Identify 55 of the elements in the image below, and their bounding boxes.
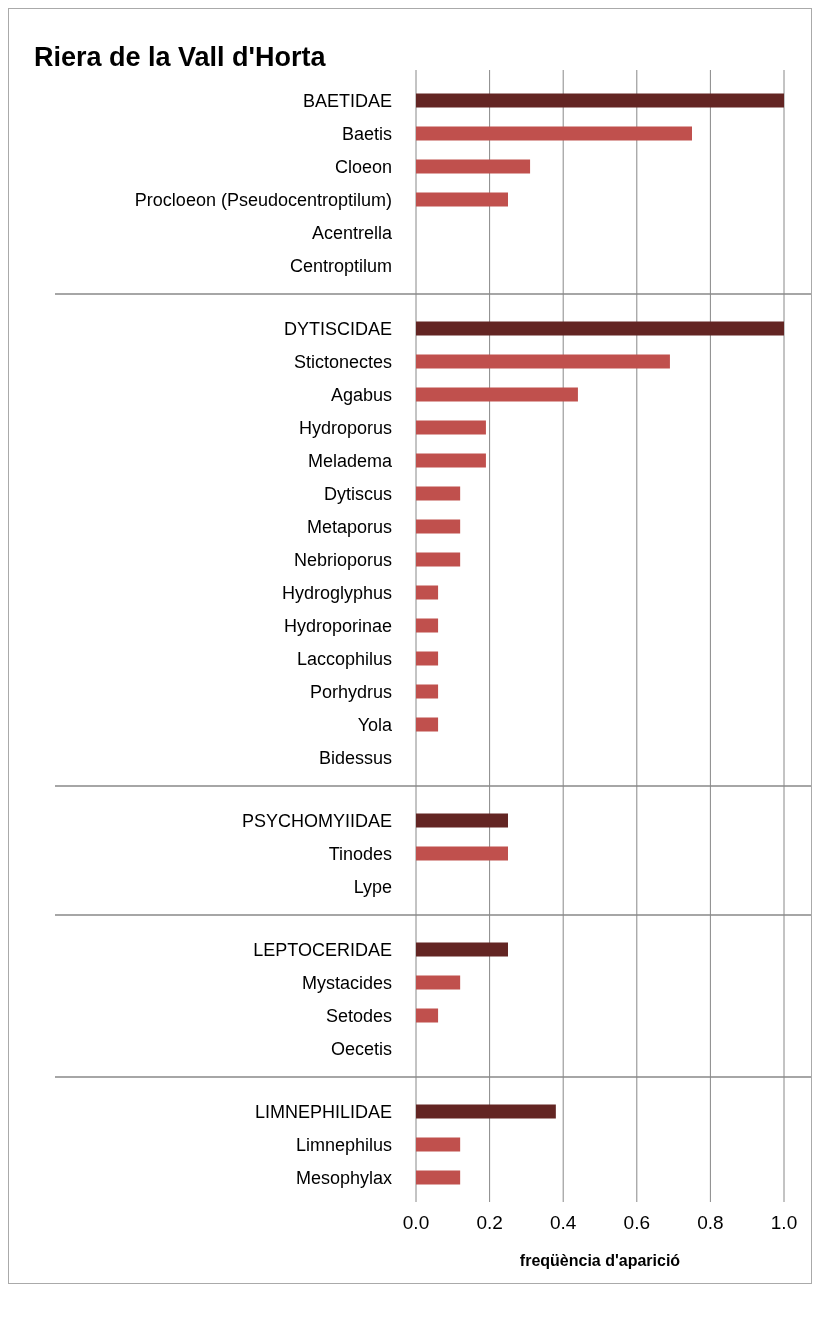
bar <box>416 684 439 699</box>
y-tick-label: Acentrella <box>311 222 393 243</box>
x-tick-label: 0.2 <box>476 1212 503 1233</box>
y-tick-label: Porhydrus <box>309 681 392 702</box>
y-tick-label: Tinodes <box>328 843 392 864</box>
bar <box>416 159 531 174</box>
y-tick-label: Mystacides <box>301 972 392 993</box>
y-tick-label: Hydroglyphus <box>281 582 392 603</box>
y-tick-label: Centroptilum <box>289 255 392 276</box>
bar <box>416 519 461 534</box>
bar <box>416 420 486 435</box>
y-tick-label: Agabus <box>330 384 392 405</box>
y-tick-label: LIMNEPHILIDAE <box>254 1101 392 1122</box>
x-axis-title: freqüència d'aparició <box>519 1252 681 1269</box>
bar <box>416 93 784 108</box>
y-tick-label: Setodes <box>325 1005 392 1026</box>
x-tick-label: 1.0 <box>770 1212 798 1233</box>
x-tick-label: 0.8 <box>697 1212 724 1233</box>
y-tick-label: Bidessus <box>318 747 392 768</box>
y-tick-label: Limnephilus <box>295 1134 392 1155</box>
bar <box>416 552 461 567</box>
y-tick-label: Oecetis <box>330 1038 392 1059</box>
y-tick-label: Baetis <box>341 123 392 144</box>
y-tick-label: Lype <box>353 876 392 897</box>
bar <box>416 618 439 633</box>
bar <box>416 354 670 369</box>
text: Riera de la Vall d'Horta <box>34 42 327 72</box>
y-tick-label: PSYCHOMYIIDAE <box>241 810 392 831</box>
y-tick-label: Hydroporinae <box>283 615 392 636</box>
y-tick-label: Yola <box>357 714 393 735</box>
y-tick-label: Mesophylax <box>295 1167 392 1188</box>
y-tick-label: Procloeon (Pseudocentroptilum) <box>134 189 392 210</box>
bar <box>416 126 692 141</box>
y-tick-label: Meladema <box>307 450 393 471</box>
y-tick-label: Hydroporus <box>298 417 392 438</box>
bar <box>416 321 784 336</box>
x-tick-label: 0.6 <box>623 1212 651 1233</box>
y-tick-label: Cloeon <box>334 156 392 177</box>
bar <box>416 387 578 402</box>
bar <box>416 717 439 732</box>
y-tick-label: Stictonectes <box>293 351 392 372</box>
y-tick-label: Metaporus <box>306 516 392 537</box>
y-tick-label: Laccophilus <box>296 648 392 669</box>
y-tick-label: BAETIDAE <box>302 90 392 111</box>
bar <box>416 486 461 501</box>
x-tick-label: 0.4 <box>549 1212 577 1233</box>
y-tick-label: Nebrioporus <box>293 549 392 570</box>
bar <box>416 453 486 468</box>
bar <box>416 192 508 207</box>
y-tick-label: LEPTOCERIDAE <box>253 939 392 960</box>
bar <box>416 651 439 666</box>
y-tick-label: DYTISCIDAE <box>283 318 392 339</box>
y-tick-label: Dytiscus <box>323 483 392 504</box>
x-tick-label: 0.0 <box>402 1212 430 1233</box>
bar <box>416 585 439 600</box>
